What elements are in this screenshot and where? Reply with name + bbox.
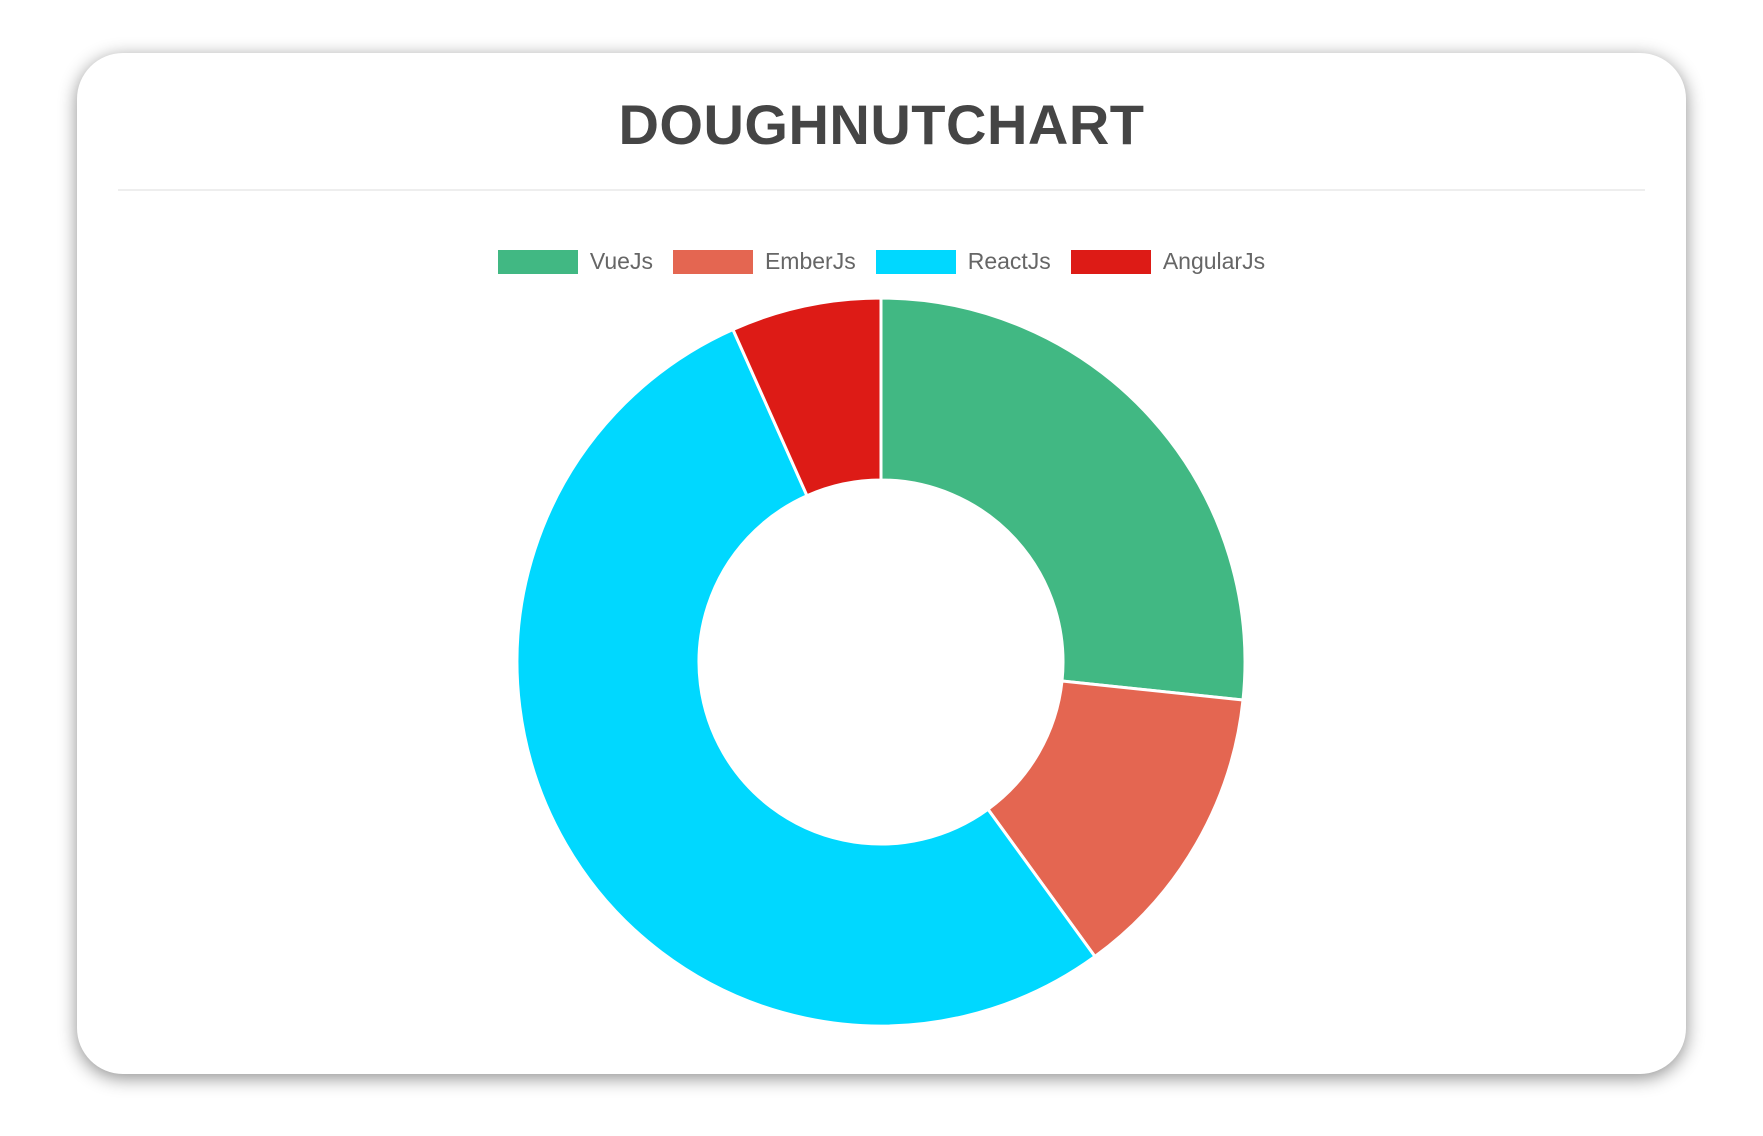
slice-vuejs[interactable] xyxy=(879,296,1247,702)
chart-title: DOUGHNUTCHART xyxy=(618,93,1145,156)
legend-label: VueJs xyxy=(589,248,653,274)
legend-item-angularjs[interactable]: AngularJs xyxy=(1070,248,1266,275)
legend-label: ReactJs xyxy=(967,248,1051,274)
legend-item-vuejs[interactable]: VueJs xyxy=(497,248,653,275)
legend-swatch xyxy=(875,249,956,274)
slice-angularjs[interactable] xyxy=(730,296,883,498)
legend-swatch xyxy=(497,249,578,274)
legend-swatch xyxy=(1070,249,1151,274)
legend-swatch xyxy=(672,249,753,274)
legend-label: EmberJs xyxy=(764,248,856,274)
legend-label: AngularJs xyxy=(1162,248,1266,274)
title-divider xyxy=(118,189,1645,191)
slice-emberjs[interactable] xyxy=(985,679,1245,959)
legend-item-emberjs[interactable]: EmberJs xyxy=(672,248,856,275)
legend: VueJs EmberJs ReactJs AngularJs xyxy=(0,248,1763,275)
slice-reactjs[interactable] xyxy=(515,327,1098,1028)
legend-item-reactjs[interactable]: ReactJs xyxy=(875,248,1051,275)
